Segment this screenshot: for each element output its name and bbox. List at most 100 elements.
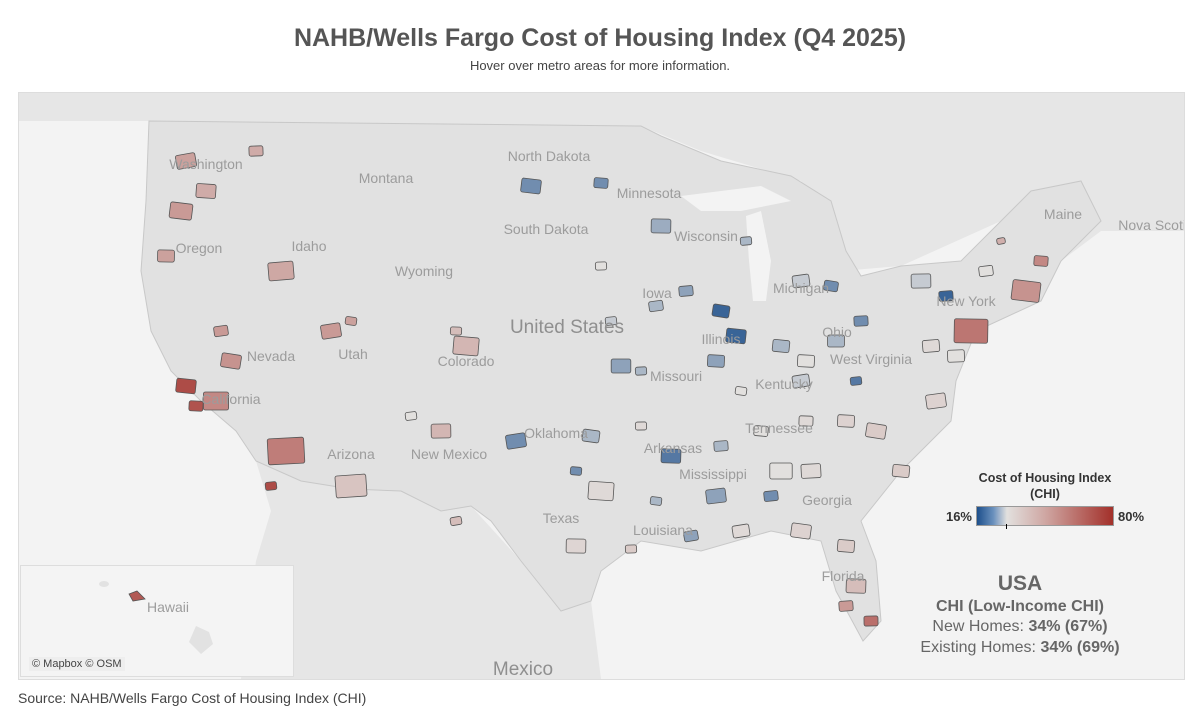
metro-area[interactable] <box>175 152 197 170</box>
metro-area[interactable] <box>264 481 278 491</box>
metro-area[interactable] <box>660 448 682 464</box>
metro-area[interactable] <box>739 236 753 246</box>
map-label: West Virginia <box>830 351 912 367</box>
metro-area[interactable] <box>452 335 480 357</box>
us-land <box>140 120 1102 642</box>
metro-area[interactable] <box>624 544 638 554</box>
metro-area[interactable] <box>220 352 242 370</box>
metro-area[interactable] <box>938 290 954 302</box>
metro-area[interactable] <box>823 279 839 293</box>
metro-area[interactable] <box>798 415 814 427</box>
metro-area[interactable] <box>157 249 175 263</box>
metro-area[interactable] <box>796 354 816 368</box>
metro-area[interactable] <box>790 522 812 540</box>
metro-area[interactable] <box>910 273 932 289</box>
metro-area[interactable] <box>921 339 941 353</box>
map-label: Arkansas <box>644 440 702 456</box>
metro-area[interactable] <box>505 432 527 450</box>
metro-area[interactable] <box>771 338 791 354</box>
metro-area[interactable] <box>753 425 769 437</box>
metro-area[interactable] <box>649 496 663 506</box>
metro-area[interactable] <box>827 334 845 348</box>
metro-area[interactable] <box>1010 279 1042 303</box>
metro-area[interactable] <box>711 303 731 319</box>
metro-area[interactable] <box>202 391 229 411</box>
map-label: Wisconsin <box>674 228 738 244</box>
new-homes-label: New Homes: <box>932 618 1029 635</box>
metro-area[interactable] <box>947 349 965 363</box>
metro-area[interactable] <box>996 237 1006 245</box>
metro-area[interactable] <box>953 318 989 344</box>
metro-area[interactable] <box>569 466 583 476</box>
metro-area[interactable] <box>581 428 601 444</box>
metro-area[interactable] <box>449 326 463 336</box>
metro-area[interactable] <box>188 400 204 412</box>
metro-area[interactable] <box>865 422 887 440</box>
metro-area[interactable] <box>565 538 587 554</box>
metro-area[interactable] <box>213 324 229 338</box>
map-canvas[interactable]: Washington Montana North Dakota Minnesota So… <box>18 92 1185 680</box>
metro-area[interactable] <box>520 177 542 195</box>
metro-area[interactable] <box>634 366 648 376</box>
metro-area[interactable] <box>791 373 811 389</box>
canada-land <box>19 93 1184 271</box>
metro-area[interactable] <box>587 480 615 502</box>
metro-area[interactable] <box>248 145 264 157</box>
metro-area[interactable] <box>594 261 608 271</box>
metro-area[interactable] <box>1033 255 1049 267</box>
metro-area[interactable] <box>838 600 854 612</box>
metro-area[interactable] <box>334 473 368 499</box>
metro-layer[interactable] <box>157 145 1049 627</box>
metro-area[interactable] <box>725 327 747 345</box>
metro-area[interactable] <box>978 265 994 277</box>
metro-honolulu[interactable] <box>128 590 146 602</box>
map-label: Arizona <box>327 446 375 462</box>
metro-area[interactable] <box>430 423 452 439</box>
metro-area[interactable] <box>320 322 342 340</box>
metro-area[interactable] <box>683 529 699 543</box>
metro-area[interactable] <box>175 377 197 395</box>
metro-area[interactable] <box>800 463 822 479</box>
lake-michigan <box>746 211 771 301</box>
metro-area[interactable] <box>706 354 726 368</box>
metro-area[interactable] <box>925 392 947 410</box>
usa-summary: USA CHI (Low-Income CHI) New Homes: 34% … <box>880 572 1160 658</box>
metro-area[interactable] <box>604 316 618 326</box>
metro-area[interactable] <box>648 299 664 313</box>
metro-area[interactable] <box>763 490 779 502</box>
metro-area[interactable] <box>678 285 694 297</box>
map[interactable]: Washington Montana North Dakota Minnesota So… <box>18 92 1185 680</box>
metro-area[interactable] <box>266 436 306 466</box>
metro-area[interactable] <box>734 386 748 396</box>
metro-area[interactable] <box>344 316 358 326</box>
metro-area[interactable] <box>769 462 793 480</box>
metro-area[interactable] <box>891 463 911 479</box>
metro-area[interactable] <box>836 414 856 428</box>
metro-area[interactable] <box>610 358 632 374</box>
metro-area[interactable] <box>791 273 811 289</box>
metro-area[interactable] <box>449 516 463 526</box>
metro-area[interactable] <box>853 315 869 327</box>
metro-area[interactable] <box>731 523 751 539</box>
existing-homes-label: Existing Homes: <box>920 639 1041 656</box>
metro-area[interactable] <box>195 183 217 199</box>
metro-area[interactable] <box>634 421 648 431</box>
metro-area[interactable] <box>705 487 727 505</box>
metro-area[interactable] <box>836 539 856 553</box>
hawaii-inset[interactable]: Hawaii © Mapbox © OSM <box>20 565 294 677</box>
metro-area[interactable] <box>845 578 867 594</box>
metro-area[interactable] <box>168 201 194 221</box>
existing-homes-value: 34% (69%) <box>1040 639 1120 656</box>
map-attribution[interactable]: © Mapbox © OSM <box>29 657 125 671</box>
metro-area[interactable] <box>593 177 609 189</box>
metro-area[interactable] <box>863 615 879 627</box>
page-title: NAHB/Wells Fargo Cost of Housing Index (… <box>293 24 907 52</box>
mexico-land <box>241 461 601 679</box>
metro-area[interactable] <box>713 440 729 452</box>
metro-area[interactable] <box>849 376 863 386</box>
metro-area[interactable] <box>404 411 418 421</box>
legend-min: 16% <box>945 508 972 524</box>
metro-area[interactable] <box>267 260 295 282</box>
color-legend: Cost of Housing Index (CHI) 16% 80% <box>925 470 1165 529</box>
metro-area[interactable] <box>650 218 672 234</box>
